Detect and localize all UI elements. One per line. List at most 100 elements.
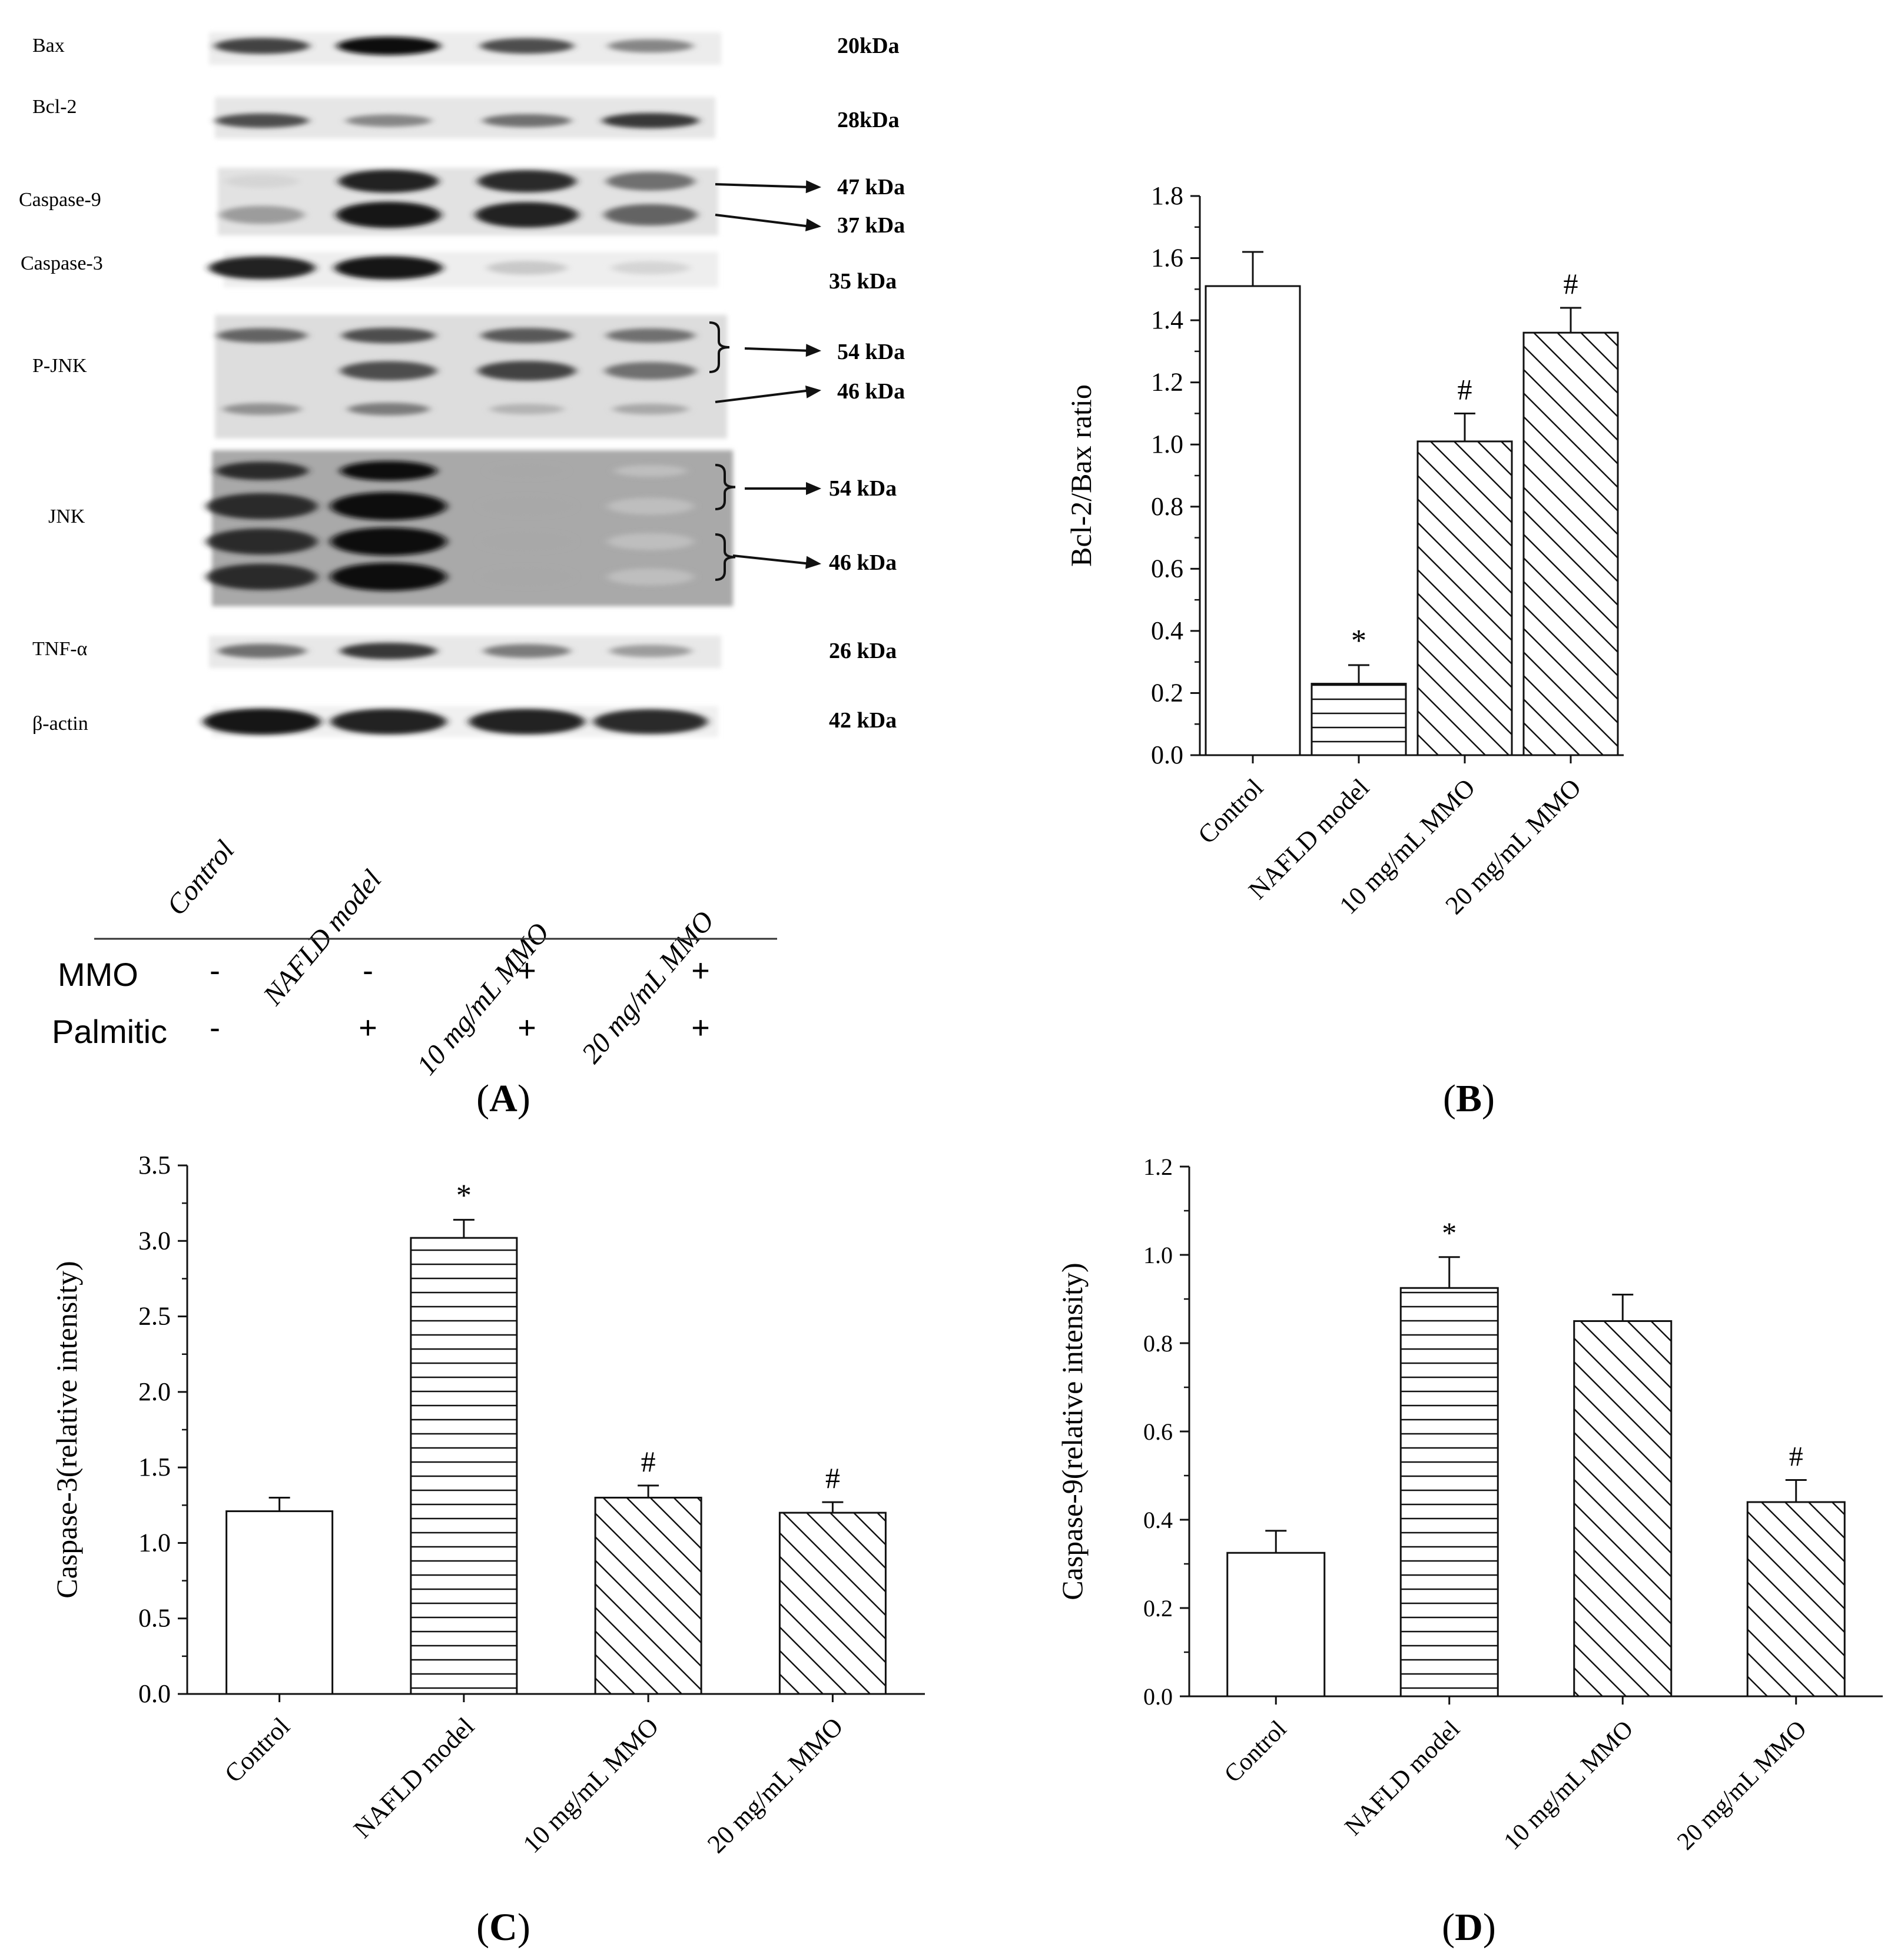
blot-band: [347, 403, 430, 416]
blot-band: [482, 114, 572, 128]
bar: [410, 1237, 518, 1695]
x-category-label: Control: [1192, 773, 1269, 849]
blot-band: [490, 404, 564, 414]
treatment-mark: +: [691, 1010, 710, 1045]
blot-band: [215, 113, 309, 128]
blot-band: [609, 645, 692, 657]
blot-arrows: [709, 180, 821, 581]
significance-mark: *: [456, 1178, 472, 1212]
blot-band: [203, 708, 321, 735]
y-tick-label: 0.4: [1143, 1507, 1173, 1533]
blot-band: [346, 114, 432, 127]
treatment-mark: -: [363, 953, 373, 988]
blot-band: [330, 492, 447, 520]
x-category-label: Control: [219, 1712, 296, 1788]
y-tick-label: 0.0: [1143, 1683, 1173, 1710]
y-tick-label: 0.8: [1151, 492, 1183, 521]
blot-band: [477, 361, 576, 381]
blot-lane-label: NAFLD model: [257, 864, 387, 1011]
blot-arrow: [744, 347, 811, 352]
treatment-label: MMO: [58, 956, 138, 993]
blot-kda-label: 26 kDa: [829, 639, 897, 663]
y-tick-label: 1.0: [1151, 430, 1183, 459]
blot-kda-label: 35 kDa: [829, 269, 897, 294]
y-tick-label: 1.2: [1143, 1154, 1173, 1180]
treatment-mark: +: [691, 953, 710, 988]
significance-mark: #: [825, 1461, 840, 1494]
y-tick-label: 0.6: [1151, 554, 1183, 583]
y-tick-label: 2.5: [138, 1302, 171, 1331]
arrow-head: [805, 556, 821, 569]
x-category-label: NAFLD model: [348, 1712, 480, 1843]
blot-band: [614, 464, 687, 477]
arrow-head: [805, 385, 821, 398]
bar: [1416, 440, 1513, 756]
blot-band: [206, 528, 318, 555]
bar: [1226, 1552, 1326, 1697]
significance-mark: #: [641, 1445, 656, 1478]
blot-band: [482, 567, 572, 586]
y-tick-label: 3.5: [138, 1151, 171, 1180]
treatment-mark: +: [517, 953, 536, 988]
bar: [1399, 1287, 1499, 1697]
blot-kda-label: 46 kDa: [837, 379, 905, 404]
y-tick-label: 3.0: [138, 1226, 171, 1255]
blot-band: [341, 327, 436, 344]
x-category-label: 10 mg/mL MMO: [517, 1712, 665, 1859]
blot-band: [477, 170, 576, 192]
y-axis-label: Caspase-9(relative intensity): [1056, 1263, 1089, 1600]
blot-band: [606, 172, 695, 191]
blot-band: [486, 261, 568, 275]
blot-band: [607, 497, 694, 515]
blot-band: [340, 461, 437, 481]
blot-band: [605, 362, 696, 380]
significance-mark: #: [1564, 267, 1578, 300]
treatment-label: Palmitic: [52, 1013, 167, 1050]
y-axis-label: Caspase-3(relative intensity): [50, 1261, 83, 1598]
blot-bands: [203, 36, 708, 735]
x-category-label: 20 mg/mL MMO: [1672, 1716, 1812, 1856]
blot-band: [338, 170, 439, 193]
y-tick-label: 0.0: [1151, 740, 1183, 769]
blot-row-label: β-actin: [32, 713, 88, 735]
blot-band: [480, 38, 574, 54]
y-tick-label: 0.2: [1151, 678, 1183, 707]
panel-label-c: (C): [476, 1906, 530, 1949]
panel-a-western-blot: Bax Bcl-2 Caspase-9 Caspase-3 P-JNK JNK TNF-α β…: [19, 32, 905, 1081]
blot-row-label: TNF-α: [32, 638, 88, 660]
y-tick-label: 2.0: [138, 1377, 171, 1406]
y-tick-label: 1.0: [138, 1528, 171, 1557]
blot-kda-label: 54 kDa: [837, 340, 905, 364]
bar: [778, 1511, 887, 1695]
blot-brace: [715, 464, 736, 510]
blot-band: [220, 205, 304, 224]
blot-band: [602, 113, 699, 128]
panel-label-d: (D): [1442, 1906, 1496, 1949]
significance-mark: #: [1458, 373, 1472, 406]
blot-row-label: JNK: [48, 506, 85, 527]
blot-kda-label: 42 kDa: [829, 708, 897, 733]
bar: [594, 1496, 702, 1695]
blot-band: [217, 643, 307, 659]
y-tick-label: 1.4: [1151, 305, 1183, 334]
blot-kda-label: 54 kDa: [829, 476, 897, 501]
x-category-label: NAFLD model: [1340, 1716, 1465, 1841]
y-tick-label: 1.2: [1151, 368, 1183, 397]
x-category-label: 20 mg/mL MMO: [702, 1712, 849, 1859]
blot-lane-labels: Control NAFLD model 10 mg/mL MMO 20 mg/mL M…: [161, 835, 720, 1081]
blot-band: [607, 533, 694, 550]
blot-band: [340, 361, 437, 381]
blot-arrow: [715, 214, 811, 228]
significance-mark: *: [1351, 624, 1366, 658]
blot-arrow: [715, 389, 811, 403]
x-category-label: 10 mg/mL MMO: [1499, 1716, 1639, 1856]
blot-band: [208, 256, 316, 280]
panel-label-a: (A): [476, 1077, 530, 1120]
y-tick-label: 1.8: [1151, 181, 1183, 210]
bar: [1746, 1501, 1846, 1697]
blot-band: [608, 39, 694, 53]
blot-band: [603, 204, 698, 226]
y-tick-label: 1.6: [1151, 244, 1183, 273]
blot-band: [612, 403, 689, 415]
panel-label-b: (B): [1443, 1077, 1495, 1120]
